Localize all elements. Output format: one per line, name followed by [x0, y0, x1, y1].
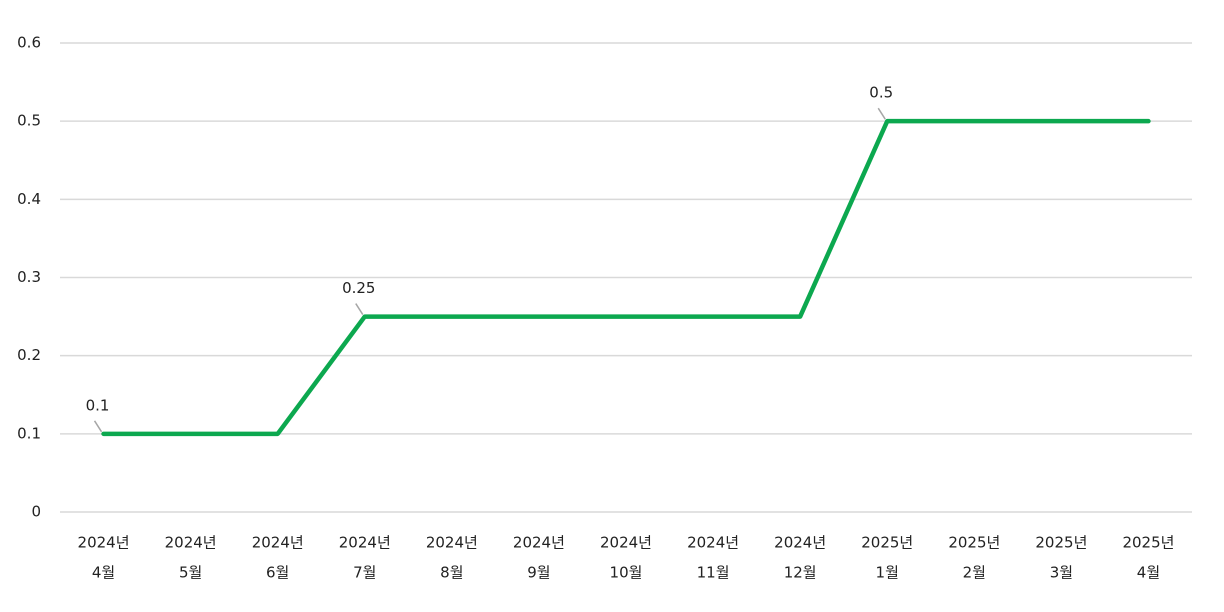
x-tick-label: 2024년: [774, 534, 826, 552]
data-label: 0.25: [342, 279, 375, 297]
x-tick-label: 2025년: [1122, 534, 1174, 552]
x-tick-label: 2025년: [948, 534, 1000, 552]
x-tick-label: 2024년: [339, 534, 391, 552]
x-tick-label: 2024년: [513, 534, 565, 552]
y-tick-label: 0.3: [17, 268, 41, 286]
x-tick-label: 12월: [784, 564, 817, 582]
x-tick-label: 11월: [697, 564, 730, 582]
x-tick-label: 6월: [266, 564, 289, 582]
x-tick-label: 10월: [610, 564, 643, 582]
x-tick-label: 2025년: [1035, 534, 1087, 552]
y-tick-label: 0: [31, 503, 41, 521]
x-tick-label: 4월: [1137, 564, 1160, 582]
y-tick-label: 0.5: [17, 112, 41, 130]
x-tick-label: 9월: [527, 564, 550, 582]
y-tick-label: 0.1: [17, 424, 41, 442]
x-tick-label: 2025년: [861, 534, 913, 552]
x-tick-label: 2월: [963, 564, 986, 582]
data-label: 0.1: [86, 396, 110, 414]
data-label: 0.5: [869, 84, 893, 102]
x-tick-label: 2024년: [687, 534, 739, 552]
x-tick-label: 7월: [353, 564, 376, 582]
x-tick-label: 3월: [1050, 564, 1073, 582]
x-tick-label: 4월: [92, 564, 115, 582]
x-tick-label: 5월: [179, 564, 202, 582]
y-tick-label: 0.2: [17, 346, 41, 364]
label-leader: [355, 303, 364, 315]
x-tick-label: 2024년: [78, 534, 130, 552]
x-tick-label: 2024년: [165, 534, 217, 552]
label-leader: [93, 420, 103, 433]
x-tick-label: 2024년: [252, 534, 304, 552]
y-tick-label: 0.4: [17, 190, 41, 208]
x-tick-label: 8월: [440, 564, 463, 582]
x-tick-label: 1월: [876, 564, 899, 582]
x-tick-label: 2024년: [426, 534, 478, 552]
data-line: [101, 118, 1151, 437]
y-tick-label: 0.6: [17, 34, 41, 52]
label-leader: [877, 107, 886, 120]
x-tick-label: 2024년: [600, 534, 652, 552]
